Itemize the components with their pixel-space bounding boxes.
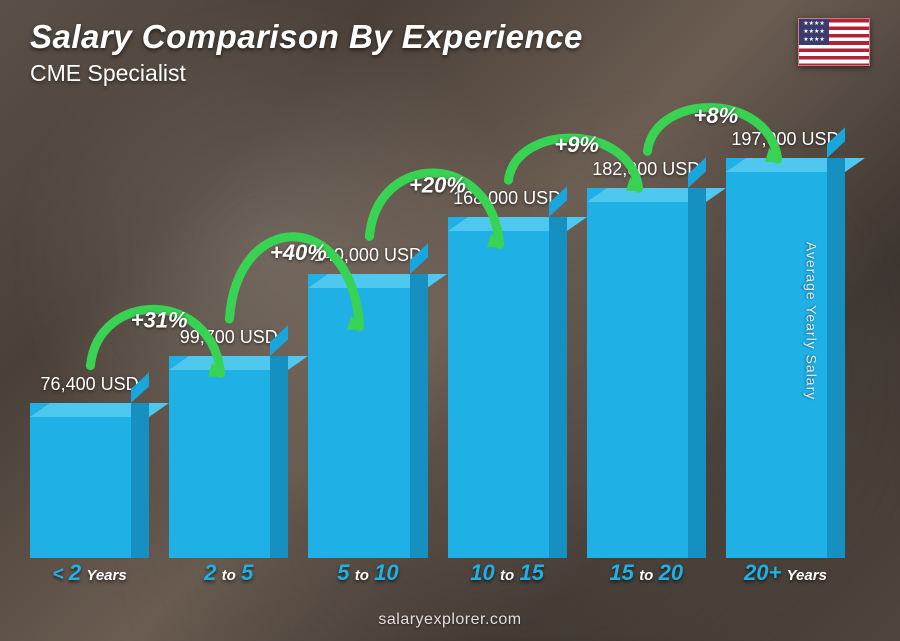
bar-slot: 168,000 USD: [448, 188, 567, 558]
bar: [30, 403, 149, 558]
page-title: Salary Comparison By Experience: [30, 18, 583, 56]
category-label: < 2 Years: [30, 560, 149, 586]
bar: [587, 188, 706, 558]
bar-slot: 76,400 USD: [30, 374, 149, 558]
bar: [169, 356, 288, 558]
footer-source: salaryexplorer.com: [0, 611, 900, 629]
header: Salary Comparison By Experience CME Spec…: [30, 18, 870, 87]
title-block: Salary Comparison By Experience CME Spec…: [30, 18, 583, 87]
bar-slot: 197,000 USD: [726, 129, 845, 558]
bar: [448, 217, 567, 558]
bar-value-label: 197,000 USD: [731, 129, 839, 150]
chart-area: 76,400 USD 99,700 USD 140,000 USD 168,00…: [30, 105, 845, 586]
bar-slot: 140,000 USD: [308, 245, 427, 558]
bar-slot: 182,000 USD: [587, 159, 706, 558]
bar-slot: 99,700 USD: [169, 327, 288, 558]
category-label: 20+ Years: [726, 560, 845, 586]
category-labels-row: < 2 Years 2 to 5 5 to 10 10 to 15 15 to 20 20…: [30, 560, 845, 586]
category-label: 15 to 20: [587, 560, 706, 586]
bar-value-label: 140,000 USD: [314, 245, 422, 266]
y-axis-label: Average Yearly Salary: [803, 241, 819, 400]
bar-value-label: 168,000 USD: [453, 188, 561, 209]
bar: [726, 158, 845, 558]
bar-value-label: 182,000 USD: [592, 159, 700, 180]
bars-row: 76,400 USD 99,700 USD 140,000 USD 168,00…: [30, 118, 845, 558]
page-subtitle: CME Specialist: [30, 60, 583, 87]
chart-container: Salary Comparison By Experience CME Spec…: [0, 0, 900, 641]
category-label: 5 to 10: [308, 560, 427, 586]
bar-value-label: 76,400 USD: [41, 374, 139, 395]
category-label: 10 to 15: [448, 560, 567, 586]
country-flag-us: [798, 18, 870, 66]
bar-value-label: 99,700 USD: [180, 327, 278, 348]
category-label: 2 to 5: [169, 560, 288, 586]
bar: [308, 274, 427, 558]
